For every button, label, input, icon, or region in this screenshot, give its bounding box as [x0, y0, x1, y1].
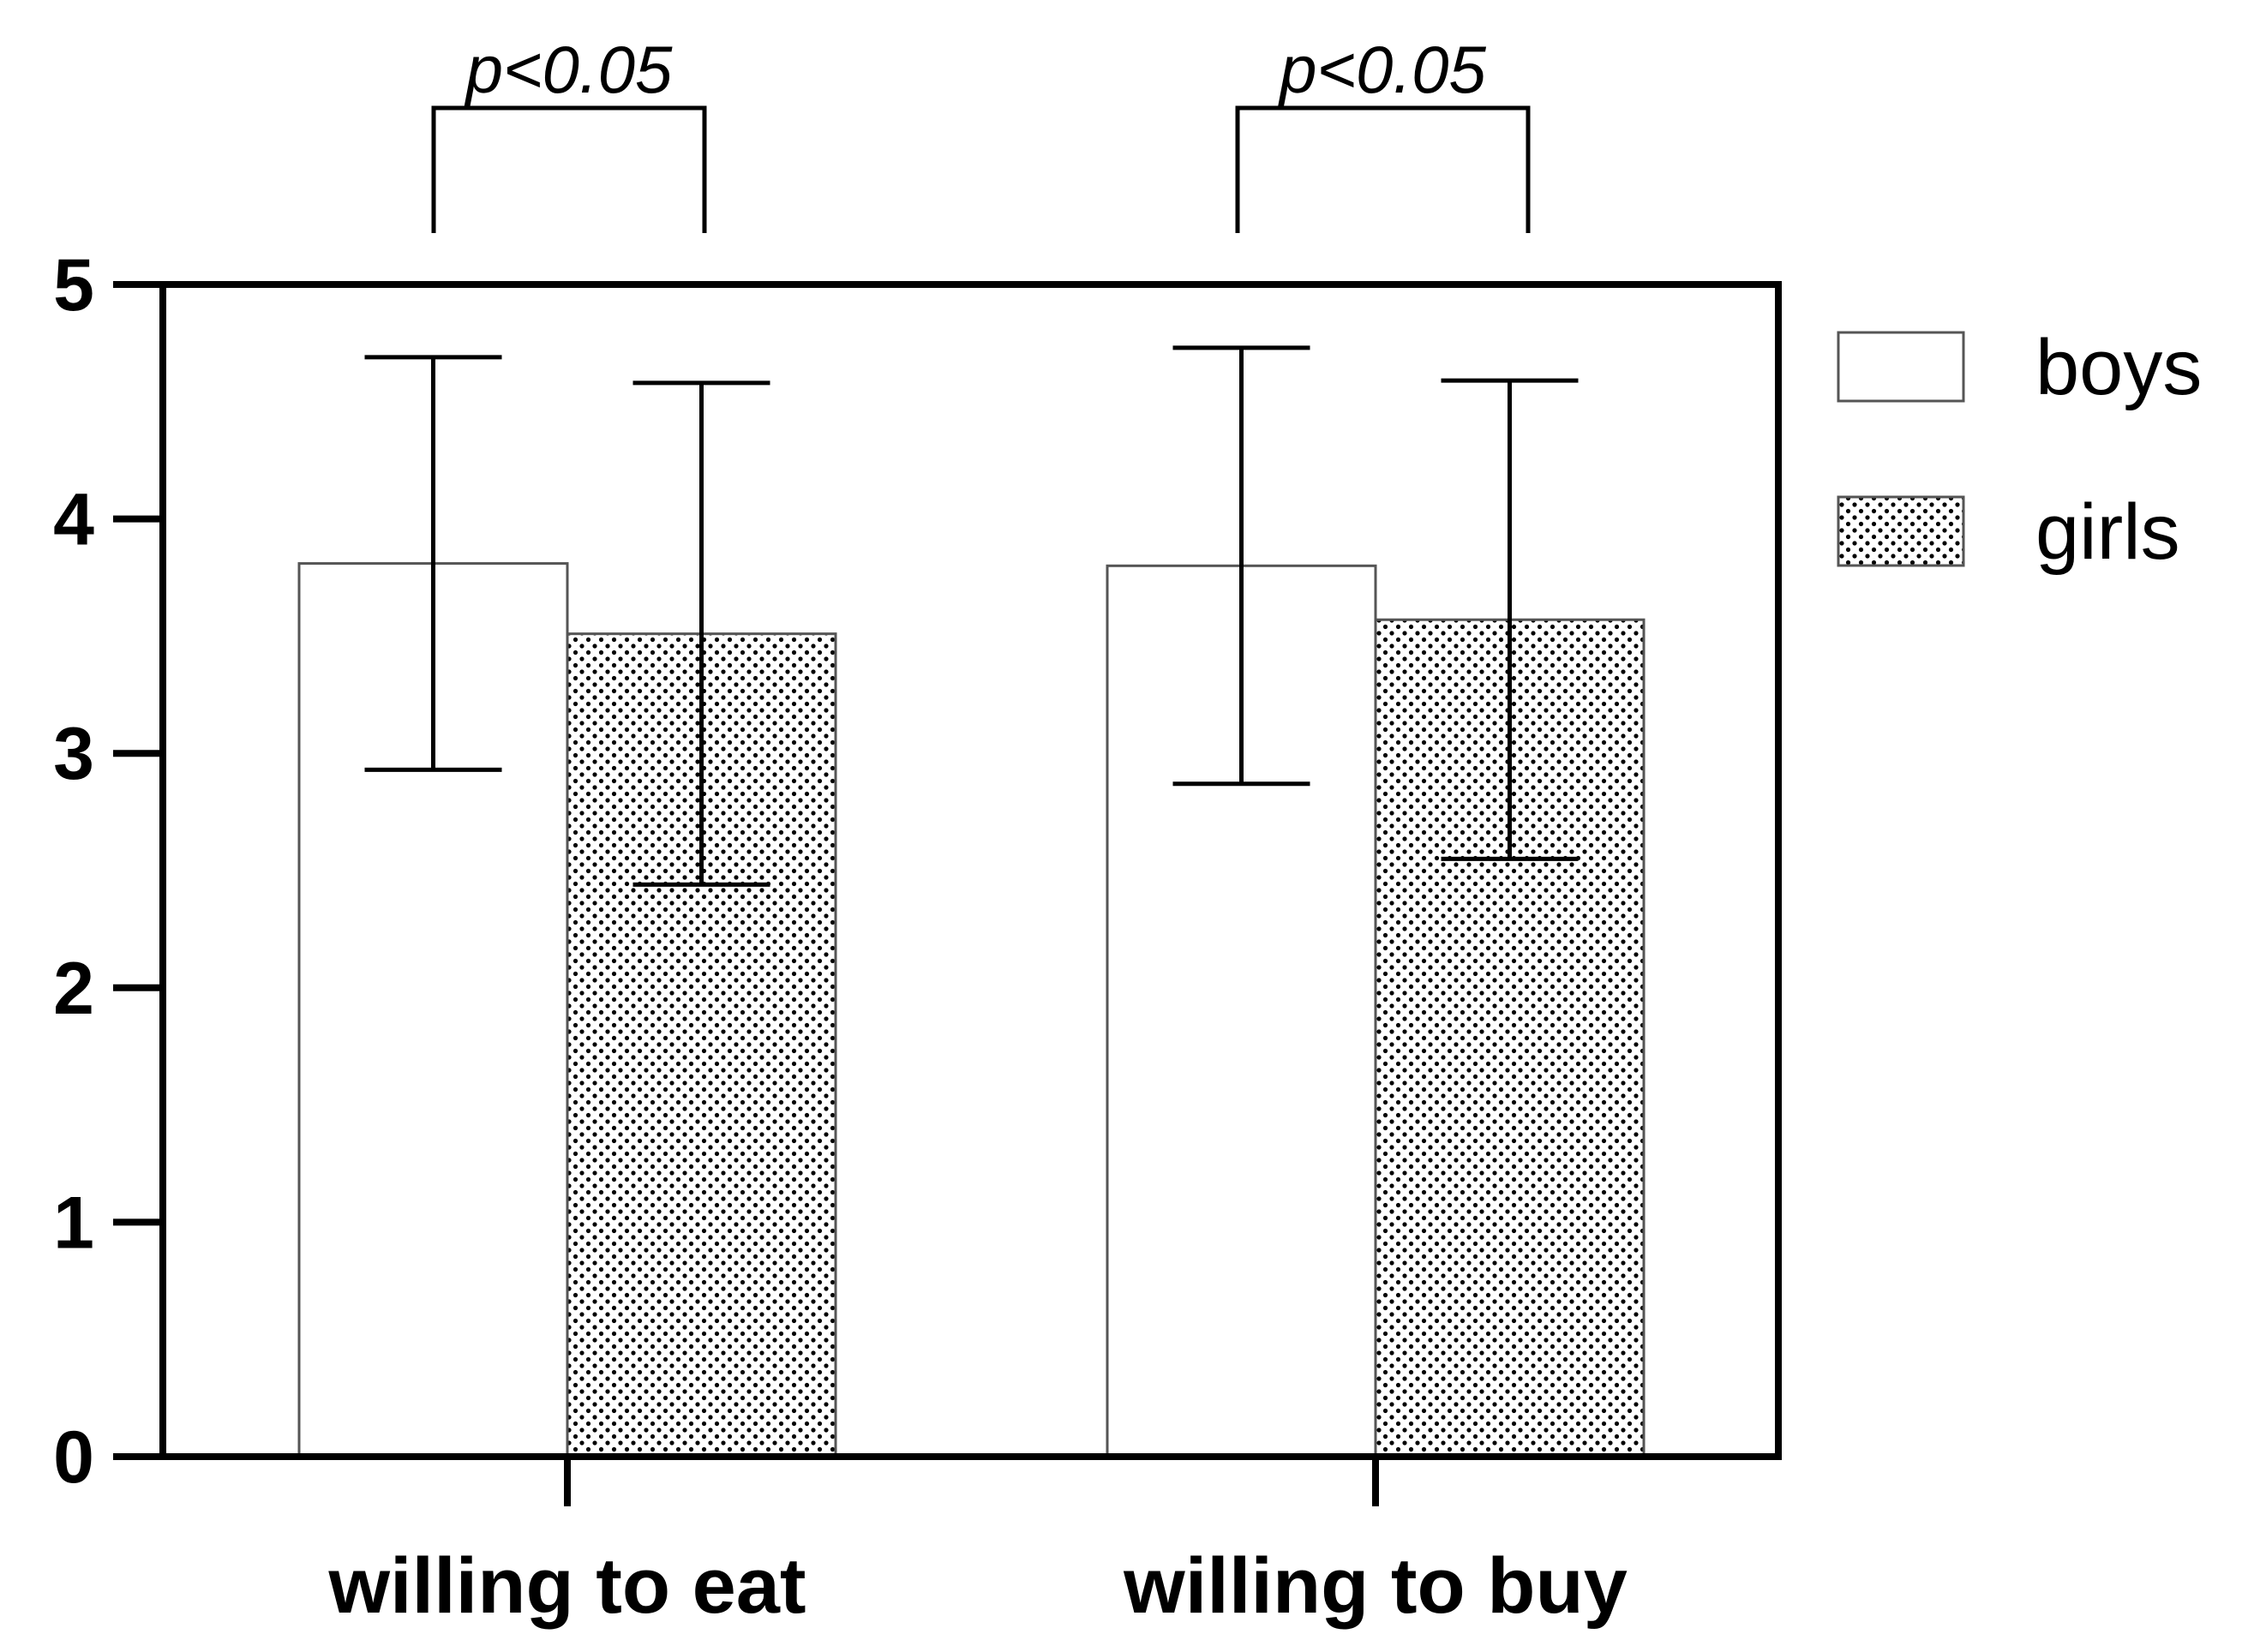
y-tick-label-0: 0 [53, 1416, 94, 1499]
y-tick-label-3: 3 [53, 713, 94, 795]
y-tick-label-1: 1 [53, 1182, 94, 1264]
x-category-label-0: willing to eat [327, 1542, 806, 1630]
plot-frame [159, 281, 1782, 1460]
significance-label-1: p<0.05 [1278, 32, 1486, 107]
significance-label-0: p<0.05 [465, 32, 673, 107]
significance-bracket-1 [1235, 105, 1531, 233]
x-category-label-1: willing to buy [1123, 1542, 1628, 1630]
legend-swatch-boys [1837, 331, 1965, 403]
significance-bracket-0 [431, 105, 707, 233]
y-tick-label-5: 5 [53, 244, 94, 326]
legend-label-boys: boys [2035, 324, 2202, 411]
y-tick-label-2: 2 [53, 948, 94, 1030]
legend-label-girls: girls [2035, 488, 2180, 576]
legend-swatch-girls [1837, 495, 1965, 567]
y-tick-label-4: 4 [53, 479, 94, 561]
